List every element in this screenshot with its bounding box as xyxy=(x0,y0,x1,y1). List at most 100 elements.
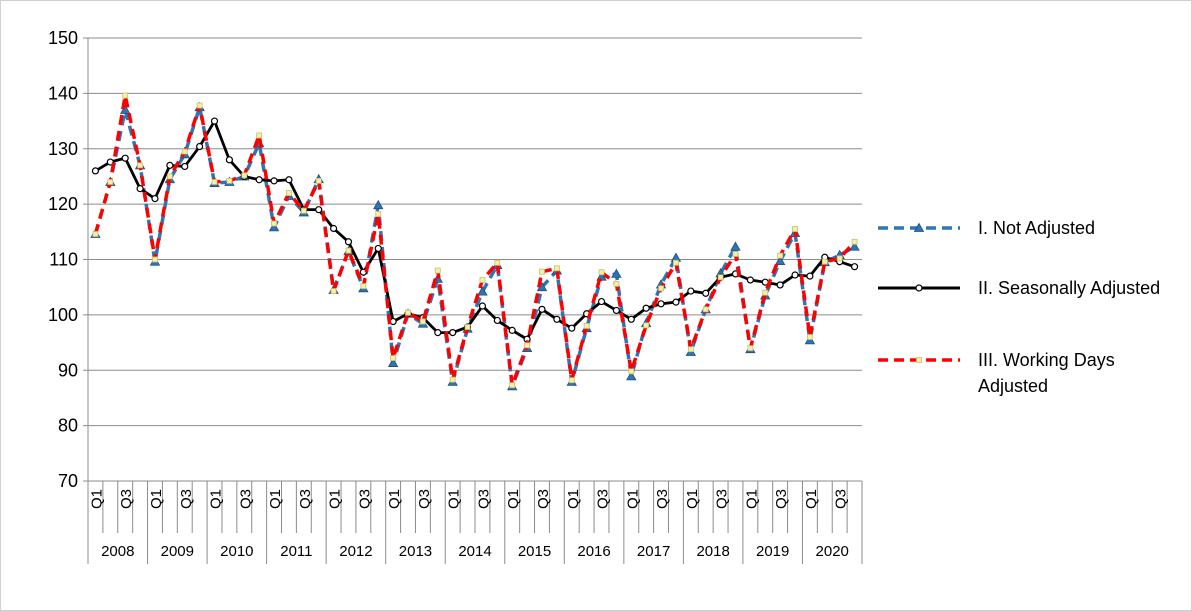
x-tick-label: Q1 xyxy=(327,489,344,509)
point-marker xyxy=(702,306,709,313)
y-tick-label: 70 xyxy=(58,471,78,491)
x-tick-label: Q1 xyxy=(565,489,582,509)
point-marker xyxy=(390,355,397,361)
point-marker xyxy=(732,251,739,257)
point-marker xyxy=(850,263,859,271)
point-marker xyxy=(493,316,501,325)
point-marker xyxy=(613,280,620,287)
x-tick-label: Q3 xyxy=(714,489,731,509)
series-line xyxy=(93,105,856,389)
x-group-label: 2011 xyxy=(280,543,312,560)
point-marker xyxy=(627,315,635,323)
point-marker xyxy=(612,306,621,315)
x-group-label: 2019 xyxy=(756,543,789,560)
x-tick-label: Q3 xyxy=(475,489,492,509)
point-marker xyxy=(687,287,695,295)
point-marker xyxy=(268,222,280,232)
point-marker xyxy=(746,276,754,284)
point-marker xyxy=(387,357,399,367)
point-marker xyxy=(508,326,516,334)
point-marker xyxy=(360,283,367,289)
point-marker xyxy=(568,324,576,332)
point-marker xyxy=(806,272,814,280)
point-marker xyxy=(136,185,144,193)
y-tick-label: 110 xyxy=(49,250,78,270)
point-marker xyxy=(181,148,188,155)
y-tick-label: 80 xyxy=(58,416,78,436)
point-marker xyxy=(405,309,411,316)
point-marker xyxy=(329,224,338,233)
point-marker xyxy=(598,269,605,276)
point-marker xyxy=(449,328,457,337)
point-marker xyxy=(747,345,754,352)
point-marker xyxy=(315,206,323,214)
point-marker xyxy=(211,179,218,185)
x-tick-label: Q1 xyxy=(208,489,225,509)
point-marker xyxy=(344,238,353,246)
x-group-label: 2012 xyxy=(339,543,372,560)
point-marker xyxy=(166,161,174,169)
point-marker xyxy=(196,102,203,109)
point-marker xyxy=(374,244,382,253)
point-marker xyxy=(122,92,129,99)
point-marker xyxy=(286,190,292,196)
point-marker xyxy=(597,297,606,306)
point-marker xyxy=(196,142,204,151)
series-line xyxy=(93,93,856,387)
point-marker xyxy=(642,304,650,312)
point-marker xyxy=(256,132,263,139)
point-marker xyxy=(420,318,426,325)
point-marker xyxy=(152,256,158,263)
x-tick-label: Q1 xyxy=(267,489,284,509)
series-line xyxy=(94,119,856,341)
legend-label: I. Not Adjusted xyxy=(978,218,1096,238)
x-tick-label: Q3 xyxy=(416,489,433,509)
point-marker xyxy=(449,376,456,383)
legend-label: III. Working Days Adjusted xyxy=(978,350,1115,396)
x-group-label: 2008 xyxy=(101,543,134,560)
point-marker xyxy=(120,104,131,114)
point-marker xyxy=(375,211,382,217)
x-tick-label: Q1 xyxy=(803,489,820,509)
point-marker xyxy=(776,281,784,289)
x-tick-label: Q1 xyxy=(743,489,760,509)
x-group-label: 2017 xyxy=(637,543,670,560)
point-marker xyxy=(255,176,263,184)
point-marker xyxy=(226,177,233,184)
point-marker xyxy=(568,377,575,384)
x-group-label: 2010 xyxy=(220,543,253,560)
x-tick-label: Q3 xyxy=(356,489,373,509)
point-marker xyxy=(821,258,828,265)
point-marker xyxy=(849,241,860,251)
x-group-label: 2016 xyxy=(577,543,610,560)
point-marker xyxy=(672,298,680,306)
x-tick-label: Q1 xyxy=(148,489,165,509)
x-tick-label: Q1 xyxy=(88,489,105,509)
point-marker xyxy=(538,305,546,313)
x-group-label: 2020 xyxy=(816,543,849,560)
point-marker xyxy=(477,286,488,296)
point-marker xyxy=(792,226,798,232)
point-marker xyxy=(330,288,337,294)
x-group-label: 2009 xyxy=(161,543,194,560)
point-marker xyxy=(270,177,278,185)
point-marker xyxy=(91,167,100,175)
point-marker xyxy=(373,199,384,210)
legend-marker xyxy=(913,222,925,232)
x-tick-label: Q3 xyxy=(654,489,671,509)
legend-marker xyxy=(915,284,923,292)
legend-label: II. Seasonally Adjusted xyxy=(978,278,1161,298)
point-marker xyxy=(762,289,769,296)
point-marker xyxy=(836,255,843,262)
point-marker xyxy=(479,277,486,283)
point-marker xyxy=(791,271,799,279)
point-marker xyxy=(717,274,724,281)
point-marker xyxy=(539,268,545,275)
x-tick-label: Q3 xyxy=(595,489,612,509)
point-marker xyxy=(300,207,307,214)
point-marker xyxy=(628,368,635,375)
x-group-label: 2013 xyxy=(399,543,432,560)
x-tick-label: Q1 xyxy=(505,489,522,509)
y-tick-label: 140 xyxy=(48,83,78,103)
